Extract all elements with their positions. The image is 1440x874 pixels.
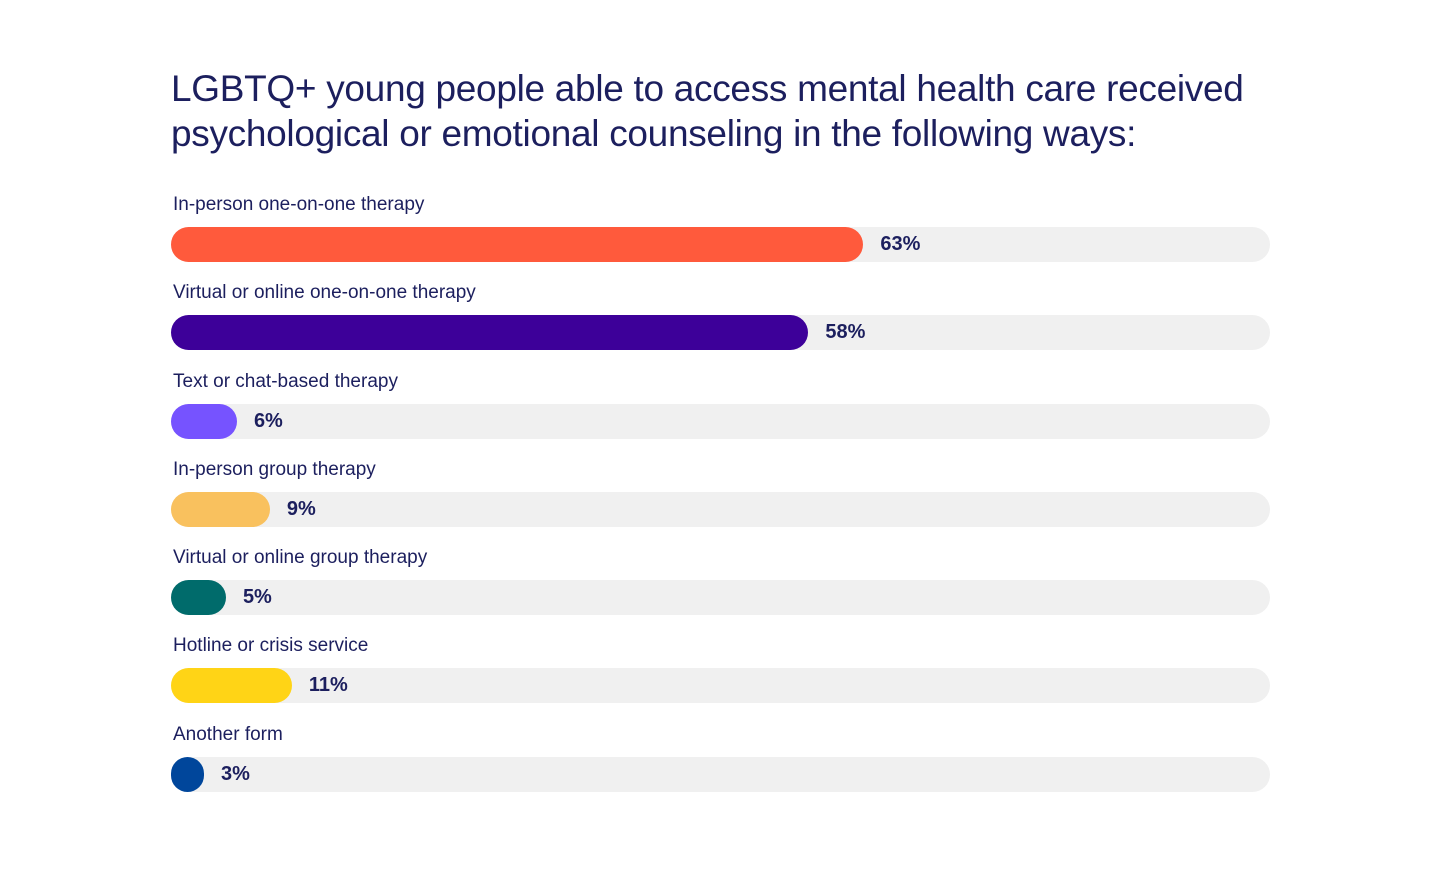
bar-row: Virtual or online one-on-one therapy 58% [171, 281, 1270, 369]
category-label: Another form [173, 723, 283, 745]
bar-row: In-person group therapy 9% [171, 458, 1270, 546]
category-label: In-person one-on-one therapy [173, 194, 425, 215]
bar-track: 58% [171, 315, 1270, 351]
category-label: Virtual or online one-on-one therapy [173, 282, 476, 304]
value-label: 6% [253, 409, 283, 432]
bar [171, 315, 809, 351]
chart-title: LGBTQ+ young people able to access menta… [171, 68, 1244, 154]
bar [171, 403, 237, 439]
bar [171, 491, 270, 527]
value-label: 63% [880, 233, 921, 255]
bar-row: Another form 3% [171, 723, 1270, 811]
value-label: 5% [242, 586, 272, 609]
bar [171, 668, 292, 704]
bar [171, 580, 226, 616]
value-label: 11% [308, 674, 348, 697]
bar-track: 6% [171, 403, 1270, 439]
value-label: 58% [825, 321, 866, 344]
category-label: Hotline or crisis service [173, 635, 369, 657]
value-label: 3% [221, 762, 250, 785]
category-label: In-person group therapy [173, 458, 376, 480]
category-label: Text or chat-based therapy [173, 370, 398, 392]
bar-rows: In-person one-on-one therapy 63% Virtual o… [171, 193, 1270, 811]
bar [171, 227, 864, 262]
bar [171, 756, 204, 792]
bar-track: 5% [171, 580, 1270, 616]
bar-row: In-person one-on-one therapy 63% [171, 193, 1270, 281]
bar-track: 63% [171, 227, 1270, 262]
chart: LGBTQ+ young people able to access menta… [171, 66, 1270, 811]
bar-track: 9% [171, 491, 1270, 527]
bar-track: 11% [171, 668, 1270, 704]
category-label: Virtual or online group therapy [173, 547, 428, 569]
value-label: 9% [286, 497, 316, 520]
bar-row: Text or chat-based therapy 6% [171, 370, 1270, 458]
bar-row: Hotline or crisis service 11% [171, 634, 1270, 722]
bar-track: 3% [171, 756, 1270, 792]
bar-row: Virtual or online group therapy 5% [171, 546, 1270, 634]
